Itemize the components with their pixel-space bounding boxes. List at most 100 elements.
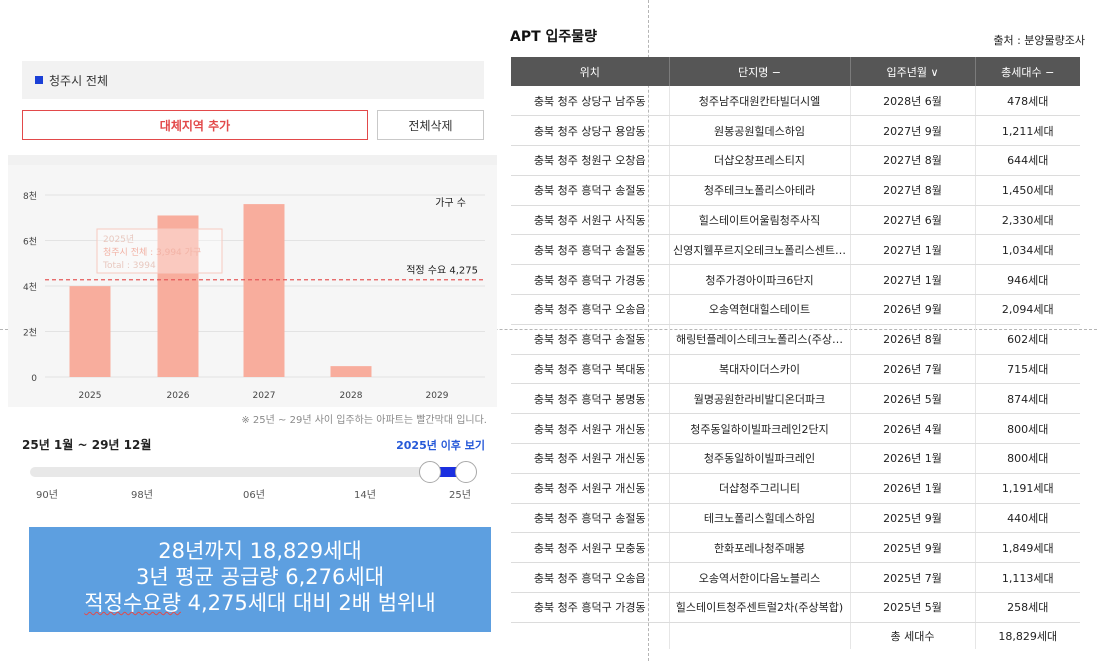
cell-total-units: 1,450세대 [975, 175, 1080, 206]
cell-location: 충북 청주 청원구 오창읍 [511, 145, 670, 176]
cell-total-units: 1,211세대 [975, 115, 1080, 147]
cell-move-in-date: 2027년 6월 [850, 205, 976, 236]
table-row[interactable]: 충북 청주 서원구 개신동 청주동일하이빌파크레인 2026년 1월 800세대 [511, 443, 1080, 474]
cell-total-units: 1,191세대 [975, 473, 1080, 504]
table-row[interactable]: 충북 청주 청원구 오창읍 더샵오창프레스티지 2027년 8월 644세대 [511, 145, 1080, 176]
summary-line-3: 적정수요량 4,275세대 대비 2배 범위내 [29, 590, 491, 616]
cell-move-in-date: 2025년 5월 [850, 592, 976, 623]
table-row[interactable]: 충북 청주 흥덕구 송절동 청주테크노폴리스아테라 2027년 8월 1,450세대 [511, 175, 1080, 206]
cell-location: 충북 청주 흥덕구 가경동 [511, 592, 670, 623]
cell-complex-name: 신영지웰푸르지오테크노폴리스센트… [669, 234, 851, 266]
cell-location: 충북 청주 흥덕구 복대동 [511, 354, 670, 385]
table-row[interactable]: 충북 청주 흥덕구 오송읍 오송역현대힐스테이트 2026년 9월 2,094세대 [511, 294, 1080, 325]
add-region-button[interactable]: 대체지역 추가 [22, 110, 368, 140]
chart-background [8, 165, 497, 407]
cell-complex-name: 힐스테이트어울림청주사직 [669, 205, 851, 236]
table-row[interactable]: 충북 청주 서원구 개신동 더샵청주그리니티 2026년 1월 1,191세대 [511, 473, 1080, 504]
cell-complex-name: 복대자이더스카이 [669, 354, 851, 385]
summary-underlined-text: 적정수요량 [84, 591, 181, 615]
table-row[interactable]: 충북 청주 흥덕구 가경동 청주가경아이파크6단지 2027년 1월 946세대 [511, 264, 1080, 296]
cell-total-units: 602세대 [975, 324, 1080, 355]
cell-move-in-date: 2026년 1월 [850, 443, 976, 474]
column-header-units[interactable]: 총세대수 − [975, 57, 1080, 86]
cell-location: 충북 청주 서원구 개신동 [511, 473, 670, 504]
cell-move-in-date: 2027년 1월 [850, 234, 976, 266]
cell-total-units: 2,094세대 [975, 294, 1080, 325]
cell-location: 충북 청주 흥덕구 가경동 [511, 264, 670, 296]
cell-complex-name: 원봉공원힐데스하임 [669, 115, 851, 147]
source-label: 출처 : 분양물량조사 [993, 34, 1085, 47]
table-row[interactable]: 충북 청주 흥덕구 복대동 복대자이더스카이 2026년 7월 715세대 [511, 354, 1080, 385]
cell-total-units: 874세대 [975, 383, 1080, 415]
column-header-location[interactable]: 위치 [511, 57, 670, 86]
cell-move-in-date: 2026년 1월 [850, 473, 976, 504]
table-row[interactable]: 충북 청주 흥덕구 송절동 신영지웰푸르지오테크노폴리스센트… 2027년 1월 1,… [511, 234, 1080, 266]
slider-end-handle[interactable] [455, 461, 477, 483]
cell-complex-name: 청주동일하이빌파크레인2단지 [669, 413, 851, 445]
delete-all-button[interactable]: 전체삭제 [377, 110, 484, 140]
cell-location: 충북 청주 서원구 모충동 [511, 532, 670, 564]
cell-total-units: 715세대 [975, 354, 1080, 385]
table-row[interactable]: 충북 청주 서원구 모충동 한화포레나청주매봉 2025년 9월 1,849세대 [511, 532, 1080, 564]
table-row[interactable]: 충북 청주 흥덕구 송절동 해링턴플레이스테크노폴리스(주상… 2026년 8월 60… [511, 324, 1080, 355]
after-2025-link[interactable]: 2025년 이후 보기 [396, 439, 485, 452]
table-row[interactable]: 충북 청주 상당구 남주동 청주남주대원칸타빌더시엘 2028년 6월 478세대 [511, 86, 1080, 117]
cell-complex-name: 오송역서한이다음노블리스 [669, 562, 851, 594]
cell-complex-name: 청주테크노폴리스아테라 [669, 175, 851, 206]
cell-location: 충북 청주 흥덕구 오송읍 [511, 562, 670, 594]
cell-total-units: 946세대 [975, 264, 1080, 296]
slider-start-handle[interactable] [419, 461, 441, 483]
empty-cell [669, 622, 851, 650]
slider-label: 14년 [354, 490, 376, 501]
cell-location: 충북 청주 흥덕구 봉명동 [511, 383, 670, 415]
table-row[interactable]: 충북 청주 흥덕구 오송읍 오송역서한이다음노블리스 2025년 7월 1,113세대 [511, 562, 1080, 594]
region-filter-label: 청주시 전체 [49, 73, 109, 88]
cell-location: 충북 청주 흥덕구 송절동 [511, 503, 670, 534]
cell-complex-name: 청주동일하이빌파크레인 [669, 443, 851, 474]
cell-complex-name: 힐스테이트청주센트럴2차(주상복합) [669, 592, 851, 623]
table-row[interactable]: 충북 청주 흥덕구 송절동 테크노폴리스힐데스하임 2025년 9월 440세대 [511, 503, 1080, 534]
total-label: 총 세대수 [850, 622, 976, 650]
apt-table: 위치 단지명 − 입주년월 ∨ 총세대수 − 충북 청주 상당구 남주동 청주남주… [511, 57, 1080, 650]
table-row[interactable]: 충북 청주 흥덕구 가경동 힐스테이트청주센트럴2차(주상복합) 2025년 5월 2… [511, 592, 1080, 623]
cell-move-in-date: 2025년 7월 [850, 562, 976, 594]
cell-location: 충북 청주 서원구 사직동 [511, 205, 670, 236]
summary-line-1: 28년까지 18,829세대 [158, 539, 362, 563]
table-row[interactable]: 충북 청주 서원구 개신동 청주동일하이빌파크레인2단지 2026년 4월 800세대 [511, 413, 1080, 445]
column-header-complex[interactable]: 단지명 − [669, 57, 851, 86]
slider-label: 25년 [449, 490, 471, 501]
table-row[interactable]: 충북 청주 서원구 사직동 힐스테이트어울림청주사직 2027년 6월 2,330세대 [511, 205, 1080, 236]
table-total-row: 총 세대수 18,829세대 [511, 622, 1080, 650]
table-row[interactable]: 충북 청주 상당구 용암동 원봉공원힐데스하임 2027년 9월 1,211세대 [511, 115, 1080, 147]
chart-note: ※ 25년 ~ 29년 사이 입주하는 아파트는 빨간막대 입니다. [241, 415, 487, 426]
column-header-move-in[interactable]: 입주년월 ∨ [850, 57, 976, 86]
cell-location: 충북 청주 상당구 용암동 [511, 115, 670, 147]
cell-move-in-date: 2027년 8월 [850, 145, 976, 176]
cell-move-in-date: 2025년 9월 [850, 532, 976, 564]
cell-total-units: 1,113세대 [975, 562, 1080, 594]
cell-location: 충북 청주 흥덕구 송절동 [511, 175, 670, 206]
cell-complex-name: 해링턴플레이스테크노폴리스(주상… [669, 324, 851, 355]
table-row[interactable]: 충북 청주 흥덕구 봉명동 월명공원한라비발디온더파크 2026년 5월 874세대 [511, 383, 1080, 415]
cell-total-units: 478세대 [975, 86, 1080, 117]
cell-complex-name: 청주가경아이파크6단지 [669, 264, 851, 296]
year-range-slider[interactable] [30, 467, 475, 477]
cell-total-units: 1,849세대 [975, 532, 1080, 564]
slider-selected-range [436, 467, 460, 477]
cell-move-in-date: 2027년 1월 [850, 264, 976, 296]
period-label: 25년 1월 ~ 29년 12월 [22, 438, 152, 452]
cell-move-in-date: 2026년 7월 [850, 354, 976, 385]
region-filter-chip[interactable]: 청주시 전체 [22, 61, 484, 99]
cell-move-in-date: 2027년 9월 [850, 115, 976, 147]
cell-location: 충북 청주 흥덕구 송절동 [511, 324, 670, 355]
cell-location: 충북 청주 흥덕구 오송읍 [511, 294, 670, 325]
cell-total-units: 258세대 [975, 592, 1080, 623]
cell-complex-name: 더샵청주그리니티 [669, 473, 851, 504]
cell-move-in-date: 2027년 8월 [850, 175, 976, 206]
cell-total-units: 800세대 [975, 443, 1080, 474]
summary-line-3-rest: 4,275세대 대비 2배 범위내 [180, 591, 436, 615]
cell-location: 충북 청주 흥덕구 송절동 [511, 234, 670, 266]
cell-total-units: 440세대 [975, 503, 1080, 534]
apt-title: APT 입주물량 [510, 29, 598, 45]
cell-move-in-date: 2026년 4월 [850, 413, 976, 445]
